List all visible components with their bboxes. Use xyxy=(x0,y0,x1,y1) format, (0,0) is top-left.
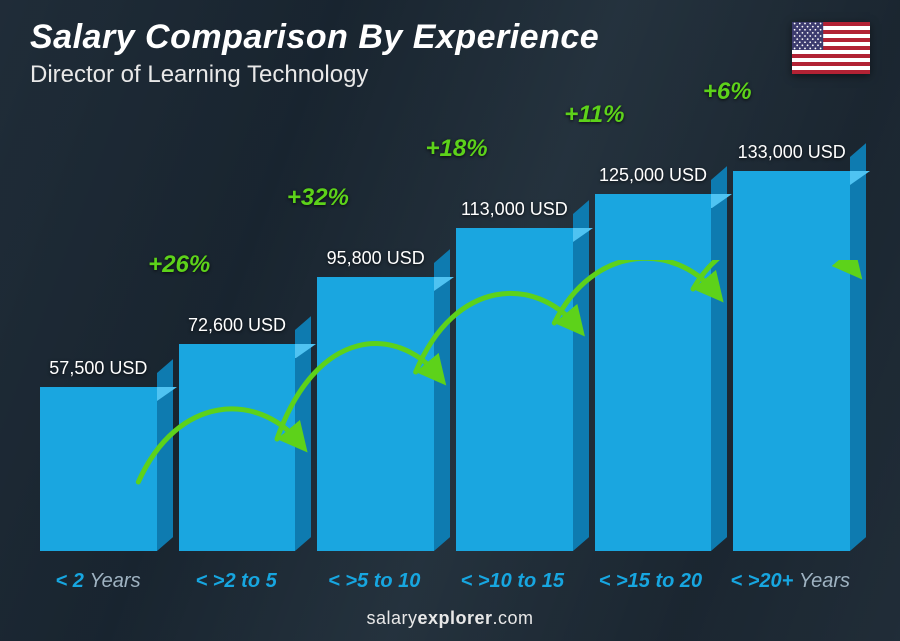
bar-slot: 113,000 USD xyxy=(456,199,573,551)
bar-slot: 133,000 USD xyxy=(733,142,850,551)
bar xyxy=(595,194,712,551)
x-axis: < 2 Years < >2 to 5 < >5 to 10 < >10 to 15 <… xyxy=(40,570,850,593)
brand-prefix: salary xyxy=(366,608,417,628)
increment-pct: +32% xyxy=(287,184,349,212)
increment-pct: +26% xyxy=(148,251,210,279)
bar-slot: 95,800 USD xyxy=(317,248,434,551)
brand-bold: explorer xyxy=(417,608,492,628)
x-axis-label: < >20+ Years xyxy=(730,570,850,593)
x-axis-label: < >10 to 15 xyxy=(454,570,570,593)
title-block: Salary Comparison By Experience Director… xyxy=(30,18,599,89)
bar xyxy=(456,228,573,551)
chart-subtitle: Director of Learning Technology xyxy=(30,61,599,89)
bar-chart: 57,500 USD 72,600 USD 95,800 USD 113,000 US… xyxy=(40,130,850,551)
infographic-stage: Salary Comparison By Experience Director… xyxy=(0,0,900,641)
x-axis-label: < >15 to 20 xyxy=(592,570,708,593)
bar-value-label: 113,000 USD xyxy=(461,199,568,220)
flag-icon xyxy=(792,22,870,74)
bar-value-label: 125,000 USD xyxy=(599,165,707,186)
bars-container: 57,500 USD 72,600 USD 95,800 USD 113,000 US… xyxy=(40,130,850,551)
bar xyxy=(179,344,296,551)
bar-slot: 125,000 USD xyxy=(595,165,712,551)
footer-brand: salaryexplorer.com xyxy=(0,608,900,629)
x-axis-label: < >5 to 10 xyxy=(316,570,432,593)
bar-slot: 57,500 USD xyxy=(40,358,157,551)
increment-pct: +6% xyxy=(703,78,752,106)
bar xyxy=(733,171,850,551)
x-axis-label: < >2 to 5 xyxy=(178,570,294,593)
bar-value-label: 95,800 USD xyxy=(327,248,425,269)
bar-value-label: 72,600 USD xyxy=(188,315,286,336)
bar-value-label: 57,500 USD xyxy=(49,358,147,379)
brand-suffix: .com xyxy=(493,608,534,628)
increment-pct: +11% xyxy=(564,101,624,129)
chart-title: Salary Comparison By Experience xyxy=(30,18,599,57)
x-axis-label: < 2 Years xyxy=(40,570,156,593)
bar-value-label: 133,000 USD xyxy=(738,142,846,163)
bar-slot: 72,600 USD xyxy=(179,315,296,551)
increment-pct: +18% xyxy=(426,135,488,163)
bar xyxy=(40,387,157,551)
bar xyxy=(317,277,434,551)
